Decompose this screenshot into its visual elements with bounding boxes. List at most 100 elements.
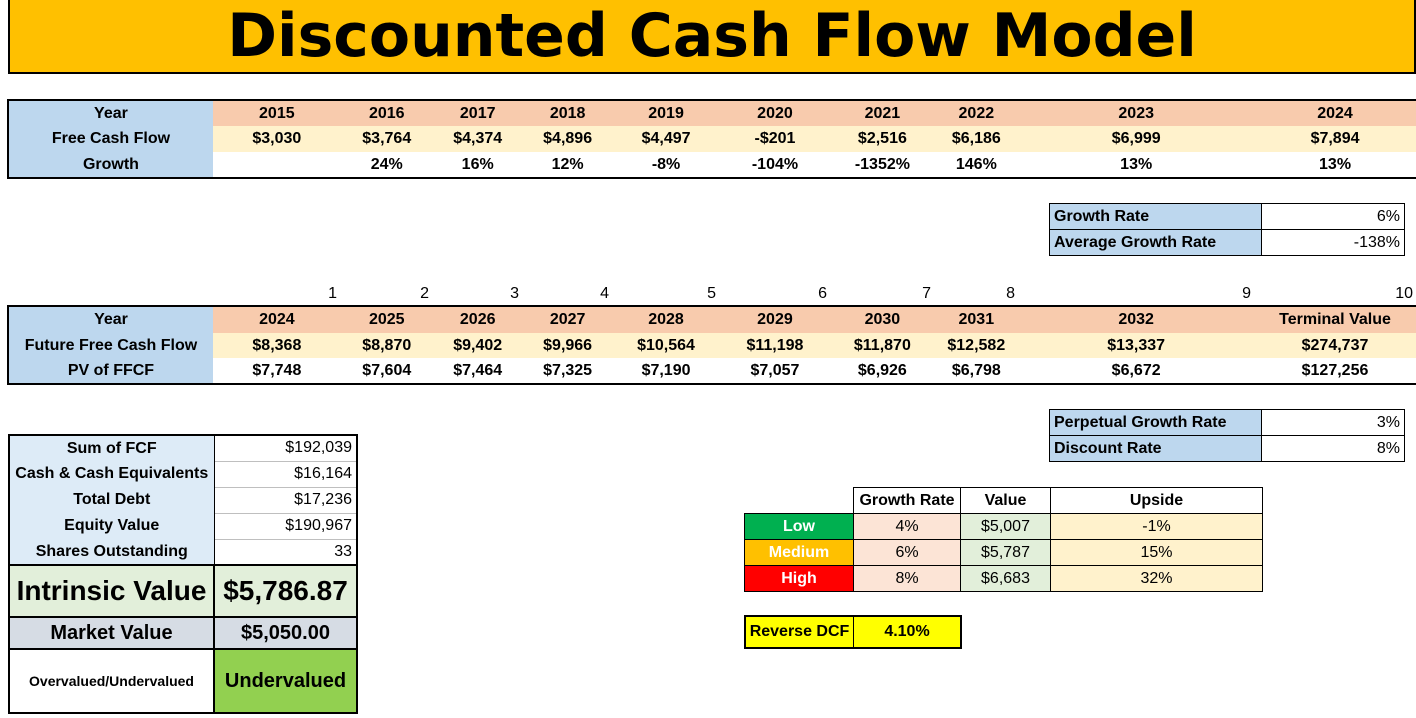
projection-pv-cell[interactable]: $6,798 [951,361,1001,379]
historical-year-cell: 2015 [212,101,341,126]
cash-cell[interactable]: $16,164 [214,461,358,488]
projection-ffcf-cell[interactable]: $13,337 [1018,333,1254,358]
historical-growth-cell[interactable] [213,152,341,177]
historical-fcf-cell[interactable]: $2,516 [830,126,935,152]
scenario-high-growth[interactable]: 8% [853,565,961,592]
historical-year-cell: 2016 [340,101,433,126]
projection-ffcf-cell[interactable]: $8,368 [212,333,341,358]
fcf-row-label: Free Cash Flow [9,126,213,152]
projection-year-cell: 2032 [1018,307,1254,333]
projection-index-label: 8 [1006,285,1015,302]
historical-growth-cell[interactable]: 16% [461,155,494,173]
average-growth-label: Average Growth Rate [1049,229,1262,256]
projection-ffcf-cell[interactable]: $9,966 [522,333,613,358]
historical-year-cell: 2020 [719,101,831,126]
growth-rate-box: Growth Rate 6% Average Growth Rate -138% [1049,203,1405,256]
projection-index-label: 7 [922,285,931,302]
scenario-high-value[interactable]: $6,683 [960,565,1051,592]
scenario-low-upside[interactable]: -1% [1050,513,1263,540]
projection-ffcf-cell[interactable]: $10,564 [612,333,720,358]
projection-index-label: 9 [1242,285,1251,302]
historical-growth-cell[interactable]: 24% [370,155,403,173]
shares-outstanding-label: Shares Outstanding [8,539,215,565]
historical-growth-cell[interactable]: -8% [651,155,681,173]
historical-fcf-cell[interactable]: $7,894 [1254,126,1416,152]
reverse-dcf-box: Reverse DCF 4.10% [744,615,962,649]
projection-index-label: 5 [707,285,716,302]
projection-pv-cell[interactable]: $7,190 [641,361,691,379]
projection-pv-cell[interactable]: $7,464 [453,361,503,379]
projection-pv-cell[interactable]: $7,604 [362,361,412,379]
historical-growth-cell[interactable]: -1352% [854,155,910,173]
historical-year-cell: 2017 [432,101,523,126]
cash-label: Cash & Cash Equivalents [8,461,215,487]
total-debt-label: Total Debt [8,487,215,513]
projection-ffcf-cell[interactable]: $12,582 [934,333,1019,358]
market-value-label: Market Value [8,616,215,650]
historical-fcf-cell[interactable]: $6,999 [1018,126,1255,152]
historical-growth-cell[interactable]: 13% [1319,155,1352,173]
projection-pv-cell[interactable]: $7,057 [750,361,800,379]
total-debt-cell[interactable]: $17,236 [214,487,358,514]
historical-growth-cell[interactable]: -104% [751,155,799,173]
intrinsic-value-cell[interactable]: $5,786.87 [213,564,358,618]
perpetual-growth-label: Perpetual Growth Rate [1049,409,1262,436]
projection-ffcf-cell[interactable]: $11,870 [830,333,935,358]
projection-pv-cell[interactable]: $127,256 [1301,361,1369,379]
shares-outstanding-cell[interactable]: 33 [214,539,358,566]
ffcf-row-label: Future Free Cash Flow [9,333,213,358]
historical-fcf-cell[interactable]: -$201 [719,126,831,152]
equity-value-label: Equity Value [8,513,215,539]
projection-index-label: 2 [420,285,429,302]
projection-ffcf-cell[interactable]: $8,870 [340,333,433,358]
rates-box: Perpetual Growth Rate 3% Discount Rate 8… [1049,409,1405,462]
growth-row-label: Growth [9,152,213,177]
historical-fcf-cell[interactable]: $4,374 [432,126,523,152]
reverse-dcf-label: Reverse DCF [746,617,854,647]
growth-rate-label: Growth Rate [1049,203,1262,230]
historical-fcf-cell[interactable]: $3,030 [212,126,341,152]
average-growth-cell[interactable]: -138% [1261,229,1405,256]
growth-rate-cell[interactable]: 6% [1261,203,1405,230]
historical-year-cell: 2022 [934,101,1019,126]
scenario-value-header: Value [960,487,1051,514]
projection-ffcf-cell[interactable]: $11,198 [719,333,831,358]
projection-pv-cell[interactable]: $7,748 [252,361,302,379]
projection-pv-cell[interactable]: $6,926 [857,361,907,379]
scenario-low-growth[interactable]: 4% [853,513,961,540]
scenario-medium-growth[interactable]: 6% [853,539,961,566]
projection-index-label: 4 [600,285,609,302]
projection-year-cell: 2029 [719,307,831,333]
scenario-medium-value[interactable]: $5,787 [960,539,1051,566]
scenario-low-label: Low [744,513,854,540]
scenario-medium-upside[interactable]: 15% [1050,539,1263,566]
projection-ffcf-cell[interactable]: $9,402 [432,333,523,358]
historical-growth-cell[interactable]: 13% [1120,155,1153,173]
page-title: Discounted Cash Flow Model [227,1,1197,71]
sum-fcf-cell[interactable]: $192,039 [214,434,358,462]
discount-rate-cell[interactable]: 8% [1261,435,1405,462]
historical-fcf-cell[interactable]: $3,764 [340,126,433,152]
historical-fcf-cell[interactable]: $4,497 [612,126,720,152]
pv-row-label: PV of FFCF [9,358,213,383]
market-value-cell[interactable]: $5,050.00 [213,616,358,650]
historical-growth-cell[interactable]: 12% [551,155,584,173]
projection-year-cell: 2031 [934,307,1019,333]
scenario-low-value[interactable]: $5,007 [960,513,1051,540]
perpetual-growth-cell[interactable]: 3% [1261,409,1405,436]
verdict-cell[interactable]: Undervalued [213,648,358,714]
equity-value-cell[interactable]: $190,967 [214,513,358,540]
projection-pv-cell[interactable]: $6,672 [1111,361,1161,379]
scenario-medium-label: Medium [744,539,854,566]
historical-year-cell: 2021 [830,101,935,126]
projection-index-label: 3 [510,285,519,302]
historical-fcf-table: Year 2015 2016 2017 2018 2019 2020 2021 2022 202… [7,99,1416,179]
scenario-high-upside[interactable]: 32% [1050,565,1263,592]
projection-ffcf-cell[interactable]: $274,737 [1254,333,1416,358]
historical-fcf-cell[interactable]: $6,186 [934,126,1019,152]
projection-pv-cell[interactable]: $7,325 [543,361,593,379]
historical-fcf-cell[interactable]: $4,896 [522,126,613,152]
historical-growth-cell[interactable]: 146% [955,155,997,173]
reverse-dcf-cell[interactable]: 4.10% [854,617,960,647]
historical-year-cell: 2019 [612,101,720,126]
